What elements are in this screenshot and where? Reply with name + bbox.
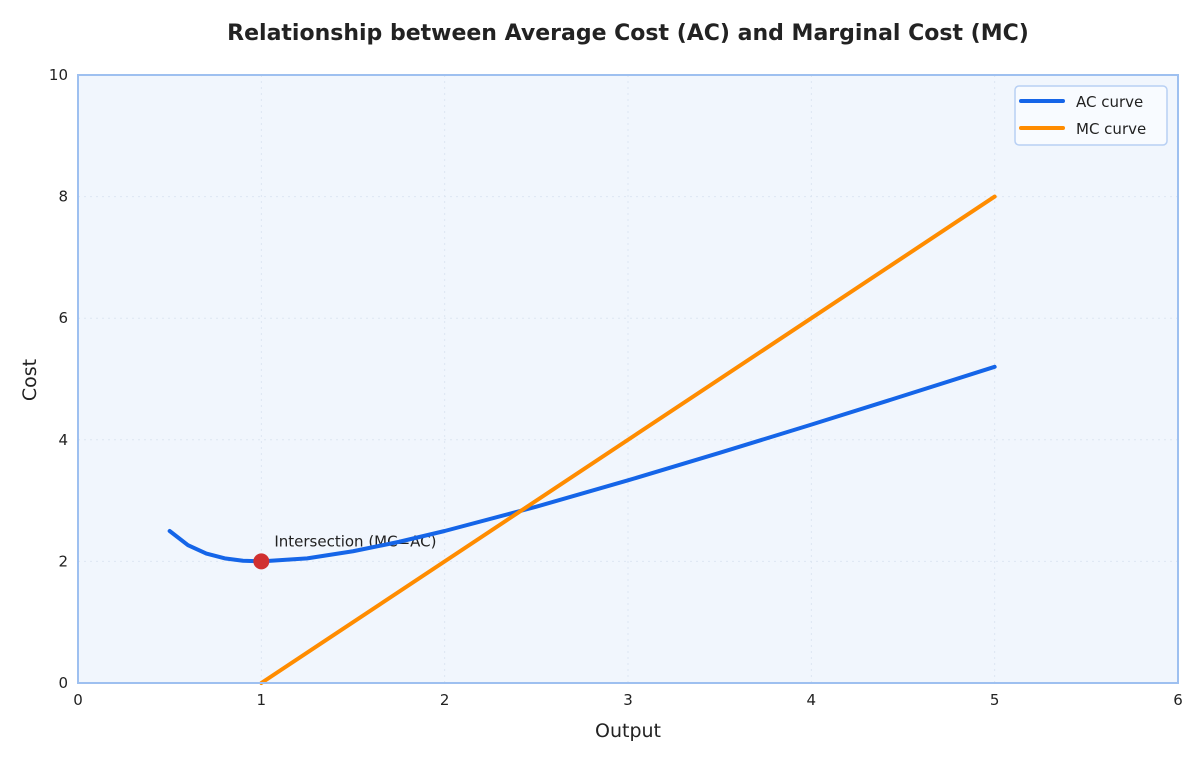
y-axis-label: Cost xyxy=(19,359,41,401)
x-axis-label: Output xyxy=(595,720,661,742)
x-tick-label: 0 xyxy=(73,691,83,709)
plot-area xyxy=(78,75,1178,683)
series-line-0 xyxy=(167,364,997,564)
series-line-1 xyxy=(259,194,997,685)
y-tick-label: 0 xyxy=(58,674,68,692)
x-tick-label: 5 xyxy=(990,691,1000,709)
annotation-marker xyxy=(253,553,270,570)
y-tick-label: 2 xyxy=(58,552,68,570)
annotation-label: Intersection (MC=AC) xyxy=(274,532,436,550)
y-tick-label: 4 xyxy=(58,431,68,449)
x-tick-label: 2 xyxy=(440,691,450,709)
x-tick-label: 1 xyxy=(257,691,267,709)
y-tick-label: 6 xyxy=(58,309,68,327)
plot-frame xyxy=(77,74,1179,684)
y-tick-label: 8 xyxy=(58,188,68,206)
x-tick-label: 6 xyxy=(1173,691,1183,709)
legend-label-ac: AC curve xyxy=(1076,93,1143,111)
legend-label-mc: MC curve xyxy=(1076,120,1146,138)
series-lines xyxy=(167,194,997,685)
axis-ticks: 0 1 2 3 4 5 6 0 2 4 6 8 10 xyxy=(49,66,1183,709)
x-tick-label: 3 xyxy=(623,691,633,709)
y-tick-label: 10 xyxy=(49,66,68,84)
x-tick-label: 4 xyxy=(807,691,817,709)
chart-title: Relationship between Average Cost (AC) a… xyxy=(227,21,1029,46)
legend: AC curve MC curve xyxy=(1014,85,1168,146)
